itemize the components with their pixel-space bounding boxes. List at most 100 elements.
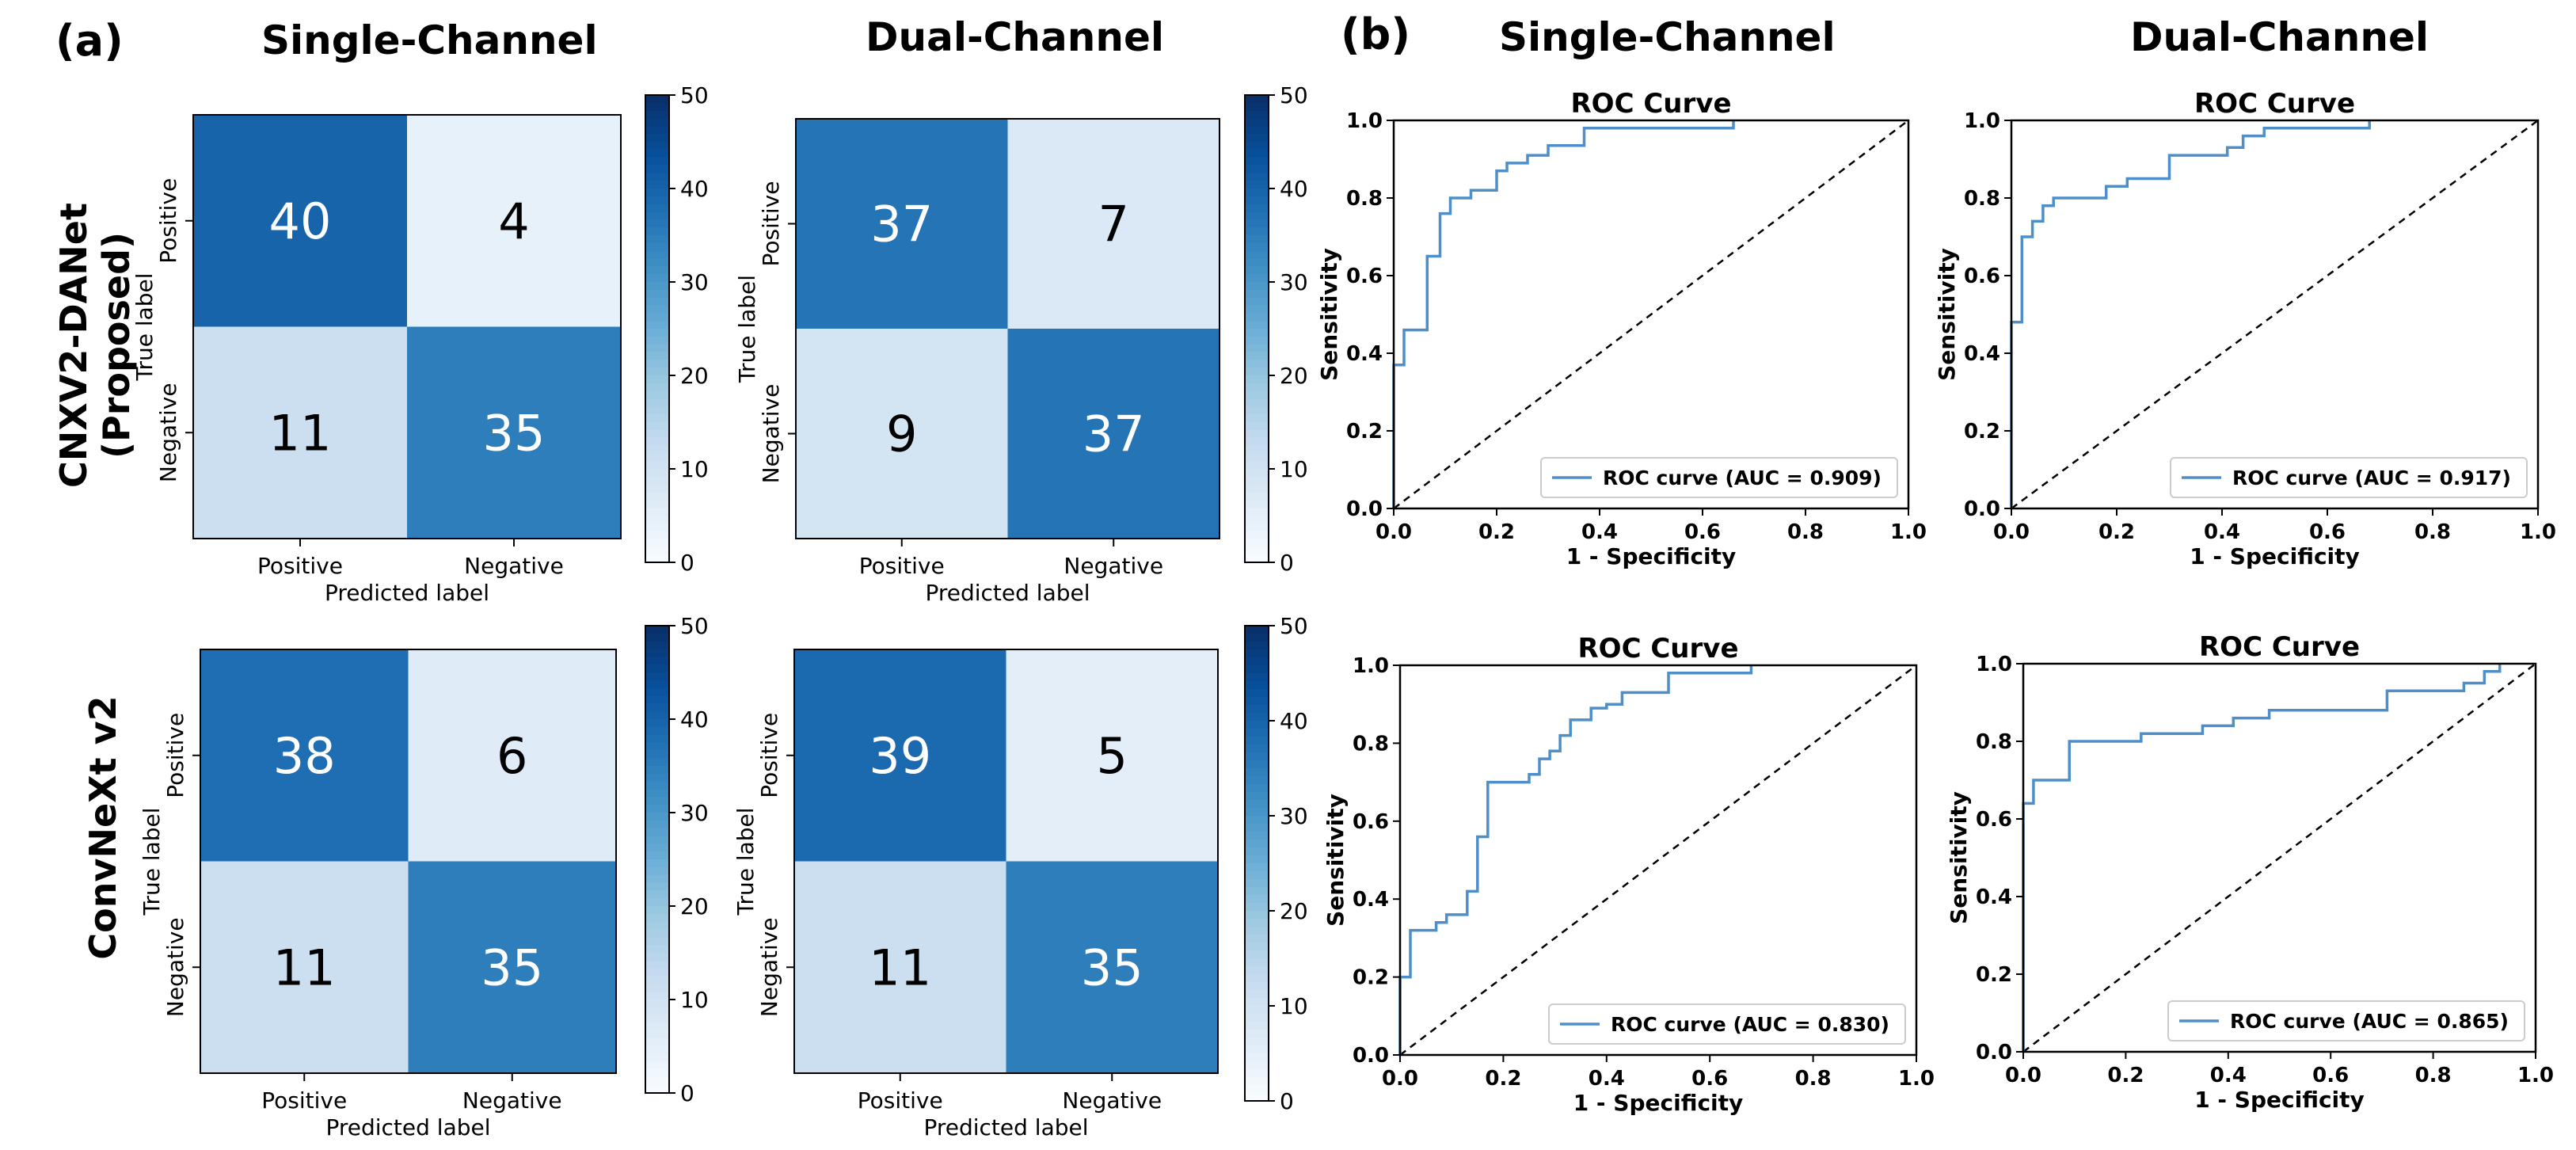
colorbar-segment bbox=[645, 1007, 669, 1016]
colorbar-segment bbox=[1245, 824, 1269, 832]
colorbar-segment bbox=[645, 813, 669, 821]
colorbar-segment bbox=[645, 414, 669, 423]
colorbar-segment bbox=[1245, 705, 1269, 714]
colorbar-segment bbox=[645, 95, 669, 104]
roc-xtick-label: 1.0 bbox=[2517, 1064, 2554, 1087]
roc-ytick-label: 0.2 bbox=[1353, 966, 1389, 990]
roc-xtick-label: 0.2 bbox=[1485, 1067, 1521, 1091]
cm-ylabel: True label bbox=[131, 272, 158, 381]
colorbar-segment bbox=[645, 516, 669, 524]
colorbar-segment bbox=[1245, 744, 1269, 753]
roc-xtick-label: 0.4 bbox=[2204, 520, 2240, 544]
colorbar-segment bbox=[645, 461, 669, 470]
colorbar-segment bbox=[1245, 422, 1269, 431]
colorbar-segment bbox=[645, 906, 669, 915]
roc-ytick-label: 0.0 bbox=[1353, 1044, 1389, 1068]
colorbar-segment bbox=[645, 882, 669, 892]
colorbar-segment bbox=[1245, 508, 1269, 516]
roc-xtick-label: 0.2 bbox=[2098, 520, 2135, 544]
colorbar-segment bbox=[1245, 895, 1269, 904]
colorbar-segment bbox=[1245, 492, 1269, 501]
colorbar-segment bbox=[645, 102, 669, 112]
colorbar-segment bbox=[645, 742, 669, 752]
cm-cell bbox=[407, 115, 621, 327]
colorbar-segment bbox=[645, 664, 669, 673]
panel-label-b: (b) bbox=[1341, 10, 1411, 59]
colorbar-frame bbox=[645, 625, 670, 1094]
colorbar-segment bbox=[645, 289, 669, 299]
colorbar-segment bbox=[645, 633, 669, 642]
roc-xtick-label: 0.4 bbox=[1589, 1067, 1625, 1091]
colorbar-segment bbox=[645, 960, 669, 969]
roc-title: ROC Curve bbox=[2194, 88, 2355, 120]
colorbar-segment bbox=[645, 703, 669, 713]
roc-ytick-label: 0.0 bbox=[1964, 497, 2000, 521]
colorbar-tick-label: 0 bbox=[1280, 550, 1294, 576]
colorbar-segment bbox=[1245, 911, 1269, 920]
colorbar-segment bbox=[1245, 1069, 1269, 1078]
cm-cell bbox=[796, 329, 1008, 539]
colorbar-segment bbox=[645, 492, 669, 501]
colorbar-segment bbox=[1245, 484, 1269, 493]
colorbar-segment bbox=[1245, 344, 1269, 353]
cm-cell bbox=[408, 861, 616, 1073]
cm-ylabel: True label bbox=[732, 807, 759, 916]
colorbar-segment bbox=[645, 626, 669, 634]
colorbar-segment bbox=[1245, 429, 1269, 439]
colorbar-segment bbox=[645, 1085, 669, 1094]
colorbar-segment bbox=[645, 126, 669, 135]
colorbar-segment bbox=[1245, 713, 1269, 722]
colorbar-segment bbox=[645, 321, 669, 329]
colorbar-segment bbox=[1245, 942, 1269, 951]
colorbar-segment bbox=[645, 874, 669, 884]
colorbar-segment bbox=[645, 1000, 669, 1008]
roc-ytick-label: 0.0 bbox=[1976, 1041, 2012, 1064]
cm-xlabel: Predicted label bbox=[325, 1114, 490, 1140]
roc-ylabel: Sensitivity bbox=[1322, 794, 1349, 927]
colorbar-segment bbox=[645, 118, 669, 128]
cm-cell bbox=[794, 649, 1006, 862]
cm-cell bbox=[1006, 861, 1218, 1073]
roc-axes-frame bbox=[2022, 662, 2537, 1053]
colorbar-segment bbox=[1245, 204, 1269, 213]
colorbar-tick-label: 10 bbox=[1280, 993, 1308, 1019]
colorbar-segment bbox=[1245, 919, 1269, 927]
colorbar-segment bbox=[645, 1022, 669, 1032]
header-roc-single: Single-Channel bbox=[1499, 14, 1836, 60]
colorbar-segment bbox=[645, 687, 669, 697]
cm-cell bbox=[193, 115, 407, 327]
colorbar-segment bbox=[1245, 950, 1269, 959]
cm-cell-value: 35 bbox=[481, 939, 543, 996]
roc-xtick-label: 0.6 bbox=[2312, 1064, 2349, 1087]
colorbar-segment bbox=[1245, 500, 1269, 509]
colorbar-segment bbox=[645, 188, 669, 197]
colorbar-segment bbox=[645, 805, 669, 813]
roc-ytick-label: 1.0 bbox=[1964, 109, 2000, 133]
colorbar-tick-label: 0 bbox=[1280, 1088, 1294, 1114]
roc-ytick-label: 0.6 bbox=[1353, 810, 1389, 834]
chance-diagonal bbox=[1399, 664, 1917, 1056]
colorbar-segment bbox=[1245, 437, 1269, 447]
cm-cell-value: 38 bbox=[273, 727, 336, 785]
colorbar-segment bbox=[1245, 974, 1269, 983]
colorbar-segment bbox=[1245, 887, 1269, 896]
roc-ytick-label: 0.6 bbox=[1964, 265, 2000, 288]
roc-xlabel: 1 - Specificity bbox=[2194, 1087, 2365, 1113]
colorbar-segment bbox=[645, 297, 669, 307]
colorbar-segment bbox=[1245, 1061, 1269, 1070]
roc-legend-label: ROC curve (AUC = 0.865) bbox=[2230, 1010, 2509, 1033]
roc-axes-frame bbox=[1398, 664, 1918, 1057]
colorbar-segment bbox=[1245, 982, 1269, 991]
colorbar-segment bbox=[645, 258, 669, 268]
roc-ytick-label: 0.6 bbox=[1346, 265, 1383, 288]
colorbar-segment bbox=[1245, 752, 1269, 761]
colorbar-segment bbox=[645, 242, 669, 252]
colorbar-segment bbox=[1245, 1022, 1269, 1030]
colorbar-segment bbox=[1245, 649, 1269, 658]
cm-y-category-label: Positive bbox=[155, 178, 181, 264]
cm-frame bbox=[200, 649, 617, 1074]
cm-frame bbox=[795, 118, 1220, 539]
colorbar-frame bbox=[1244, 94, 1269, 563]
